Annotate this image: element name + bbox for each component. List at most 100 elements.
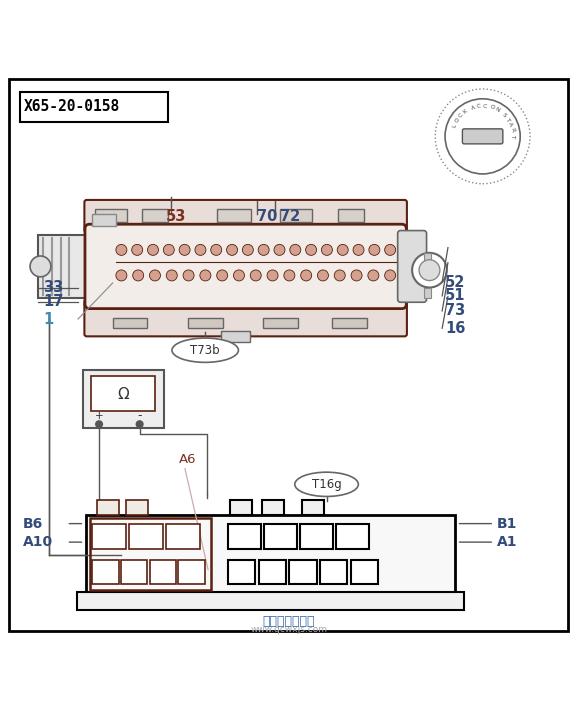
Bar: [424, 288, 431, 298]
Bar: [264, 523, 297, 548]
Circle shape: [369, 244, 380, 256]
Text: C: C: [457, 112, 464, 119]
Text: T: T: [505, 117, 510, 122]
Text: K: K: [462, 109, 468, 115]
Bar: [20, 92, 168, 122]
Circle shape: [164, 244, 175, 256]
Circle shape: [445, 99, 520, 174]
Circle shape: [133, 270, 144, 281]
Circle shape: [136, 420, 144, 428]
Bar: [92, 560, 119, 584]
FancyBboxPatch shape: [398, 231, 427, 303]
FancyBboxPatch shape: [85, 224, 406, 308]
Text: 53: 53: [166, 209, 187, 224]
Text: 72: 72: [280, 209, 301, 224]
Bar: [302, 501, 324, 515]
Bar: [95, 209, 127, 222]
Bar: [290, 560, 317, 584]
Circle shape: [284, 270, 295, 281]
Circle shape: [250, 270, 261, 281]
Text: 33: 33: [43, 281, 64, 295]
Bar: [97, 501, 119, 515]
Circle shape: [290, 244, 301, 256]
Bar: [217, 209, 251, 222]
Text: O: O: [489, 105, 495, 111]
Text: A10: A10: [23, 535, 53, 549]
Bar: [332, 318, 367, 328]
Text: N: N: [494, 107, 501, 113]
Bar: [129, 523, 163, 548]
Text: T: T: [510, 134, 515, 137]
Circle shape: [267, 270, 278, 281]
Bar: [126, 501, 148, 515]
Circle shape: [150, 270, 161, 281]
Bar: [320, 560, 347, 584]
Text: 16: 16: [445, 320, 465, 336]
Ellipse shape: [172, 338, 238, 362]
Circle shape: [301, 270, 312, 281]
Text: O: O: [454, 117, 461, 124]
Text: 70: 70: [257, 209, 277, 224]
Bar: [113, 318, 147, 328]
Circle shape: [385, 244, 395, 256]
Bar: [259, 560, 286, 584]
Bar: [142, 209, 168, 222]
Circle shape: [317, 270, 328, 281]
Circle shape: [242, 244, 253, 256]
Text: Ω: Ω: [117, 387, 129, 402]
Text: C: C: [477, 104, 481, 109]
Circle shape: [217, 270, 228, 281]
FancyBboxPatch shape: [84, 200, 407, 232]
Circle shape: [412, 253, 447, 288]
FancyBboxPatch shape: [462, 129, 503, 144]
Bar: [263, 318, 298, 328]
Bar: [300, 523, 333, 548]
Bar: [228, 523, 261, 548]
Text: 73: 73: [445, 303, 465, 318]
Bar: [92, 523, 127, 548]
Bar: [90, 518, 211, 590]
Bar: [91, 376, 155, 411]
Circle shape: [368, 270, 379, 281]
Text: B1: B1: [497, 517, 517, 530]
Text: 52: 52: [445, 275, 465, 290]
FancyBboxPatch shape: [84, 300, 407, 336]
Text: 1: 1: [43, 312, 54, 327]
Text: A: A: [507, 122, 513, 127]
Circle shape: [274, 244, 285, 256]
Circle shape: [321, 244, 332, 256]
Bar: [188, 318, 223, 328]
Circle shape: [30, 256, 51, 277]
Circle shape: [306, 244, 317, 256]
Bar: [424, 253, 431, 263]
Text: 17: 17: [43, 294, 64, 309]
Bar: [121, 560, 147, 584]
Circle shape: [132, 244, 143, 256]
Text: T73b: T73b: [190, 344, 220, 357]
Circle shape: [351, 270, 362, 281]
Circle shape: [195, 244, 206, 256]
Text: -: -: [138, 409, 142, 422]
Bar: [77, 592, 464, 610]
Circle shape: [183, 270, 194, 281]
Bar: [230, 501, 252, 515]
Text: R: R: [509, 127, 515, 132]
Text: C: C: [483, 104, 487, 109]
Circle shape: [200, 270, 211, 281]
Circle shape: [166, 270, 177, 281]
Text: 汽车维修技术网: 汽车维修技术网: [263, 615, 315, 629]
Circle shape: [116, 244, 127, 256]
Circle shape: [147, 244, 158, 256]
Circle shape: [337, 244, 348, 256]
Circle shape: [211, 244, 222, 256]
Bar: [280, 209, 312, 222]
Bar: [38, 235, 92, 298]
Bar: [92, 214, 116, 226]
Text: S: S: [501, 112, 507, 118]
Bar: [338, 209, 364, 222]
Text: 51: 51: [445, 288, 465, 303]
Circle shape: [179, 244, 190, 256]
Circle shape: [385, 270, 395, 281]
Text: A6: A6: [179, 453, 197, 466]
Bar: [262, 501, 284, 515]
